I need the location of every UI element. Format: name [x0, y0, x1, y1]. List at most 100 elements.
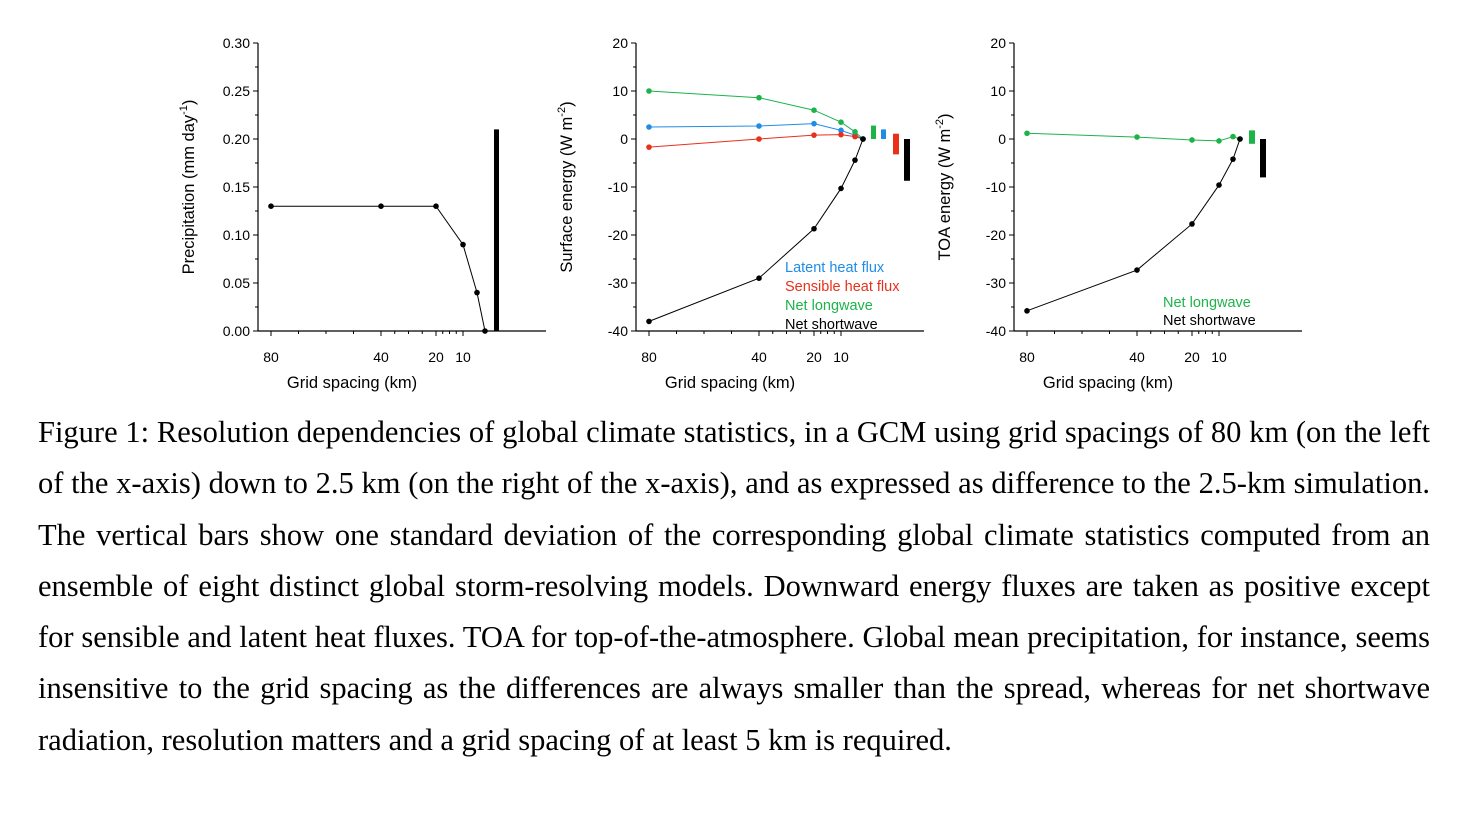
data-point	[1134, 267, 1140, 273]
data-point	[646, 124, 652, 130]
data-point	[852, 133, 858, 140]
legend-entry: Latent heat flux	[785, 260, 885, 276]
chart-panel-2: -40 -30 -20 -10 0 10 20 80 40 20 10 Grid spacing (k…	[556, 35, 924, 392]
x-tick-label: 40	[751, 349, 767, 365]
x-tick-label: 80	[263, 349, 279, 365]
x-tick-label: 20	[428, 349, 444, 365]
y-tick-label: 0.10	[223, 227, 250, 243]
x-tick-label: 80	[641, 349, 657, 365]
y-axis-label: Surface energy (W m-2)	[556, 101, 576, 272]
data-point	[1230, 156, 1236, 162]
y-tick-label: -10	[608, 179, 628, 195]
series-line-2	[648, 134, 864, 148]
spread-bar	[1260, 139, 1266, 178]
data-point	[1230, 133, 1236, 140]
x-tick-label: 40	[1129, 349, 1145, 365]
data-point	[1216, 182, 1222, 188]
data-point	[482, 328, 488, 334]
spread-bar	[1249, 130, 1255, 144]
x-axis-label: Grid spacing (km)	[287, 374, 417, 392]
data-point	[1237, 136, 1243, 142]
chart-panel-1: 0.00 0.05 0.10 0.15 0.20 0.25 0.30 80 40 20 10 Grid…	[178, 35, 546, 392]
data-point	[756, 123, 762, 129]
y-tick-label: 0.30	[223, 35, 250, 51]
legend-entry: Net shortwave	[785, 317, 878, 333]
data-point	[1189, 137, 1195, 143]
series-line-1	[648, 123, 864, 140]
y-tick-label: -30	[986, 275, 1006, 291]
data-point	[852, 129, 858, 135]
series-line-3	[648, 90, 864, 140]
data-point	[646, 144, 652, 150]
data-point	[811, 132, 817, 138]
data-point	[1134, 134, 1140, 140]
y-tick-label: 0.00	[223, 323, 250, 339]
data-point	[460, 241, 466, 248]
data-point	[811, 120, 817, 127]
data-point	[756, 94, 762, 101]
data-point	[268, 203, 274, 209]
data-point	[646, 88, 652, 94]
y-tick-label: -30	[608, 275, 628, 291]
x-tick-label: 20	[1184, 349, 1200, 365]
x-axis-label: Grid spacing (km)	[1043, 374, 1173, 392]
figure-caption: Figure 1: Resolution dependencies of glo…	[38, 415, 1430, 757]
x-tick-label: 10	[833, 349, 849, 365]
x-tick-label: 10	[1211, 349, 1227, 365]
figure: 0.00 0.05 0.10 0.15 0.20 0.25 0.30 80 40 20 10 Grid…	[178, 35, 1302, 392]
series-line-4	[648, 138, 864, 322]
series-line-2	[1026, 138, 1241, 312]
y-tick-label: 20	[612, 35, 628, 51]
data-point	[852, 157, 858, 163]
data-point	[838, 131, 844, 138]
y-tick-label: -40	[986, 323, 1006, 339]
data-point	[1189, 221, 1195, 227]
data-point	[756, 136, 762, 142]
data-point	[811, 107, 817, 113]
y-tick-label: 10	[612, 83, 628, 99]
data-point	[860, 136, 866, 142]
data-point	[838, 127, 844, 134]
chart-panel-3: -40 -30 -20 -10 0 10 20 80 40 20 10 Grid spacing (k…	[934, 35, 1302, 392]
data-point	[1024, 308, 1030, 314]
y-tick-label: 0.15	[223, 179, 250, 195]
legend-entry: Net longwave	[1163, 295, 1251, 311]
y-tick-label: -10	[986, 179, 1006, 195]
series-line-1	[1026, 132, 1241, 142]
data-point	[474, 289, 480, 296]
data-point	[646, 318, 652, 325]
series-line-1	[271, 205, 486, 332]
spread-bar	[881, 129, 886, 139]
y-tick-label: 0.25	[223, 83, 250, 99]
x-axis-label: Grid spacing (km)	[665, 374, 795, 392]
spread-bar	[494, 129, 499, 331]
y-axis-label: Precipitation (mm day-1)	[178, 100, 198, 275]
x-tick-label: 80	[1019, 349, 1035, 365]
data-point	[811, 225, 817, 232]
legend-entry: Sensible heat flux	[785, 279, 900, 295]
x-tick-label: 40	[373, 349, 389, 365]
legend-entry: Net longwave	[785, 298, 873, 314]
y-tick-label: 0	[620, 131, 628, 147]
data-point	[1216, 138, 1222, 144]
y-tick-label: 20	[990, 35, 1006, 51]
data-point	[1024, 130, 1030, 137]
y-tick-label: -20	[986, 227, 1006, 243]
legend-entry: Net shortwave	[1163, 313, 1256, 329]
spread-bar	[904, 139, 910, 181]
y-axis-label: TOA energy (W m-2)	[934, 113, 954, 260]
data-point	[433, 203, 439, 209]
data-point	[756, 275, 762, 282]
x-tick-label: 10	[455, 349, 471, 365]
spread-bar	[893, 133, 899, 155]
y-tick-label: 0.20	[223, 131, 250, 147]
y-tick-label: 0.05	[223, 275, 250, 291]
y-tick-label: -20	[608, 227, 628, 243]
y-tick-label: 10	[990, 83, 1006, 99]
data-point	[838, 119, 844, 125]
data-point	[378, 203, 384, 209]
spread-bar	[871, 125, 876, 139]
y-tick-label: 0	[998, 131, 1006, 147]
data-point	[838, 185, 844, 192]
x-tick-label: 20	[806, 349, 822, 365]
